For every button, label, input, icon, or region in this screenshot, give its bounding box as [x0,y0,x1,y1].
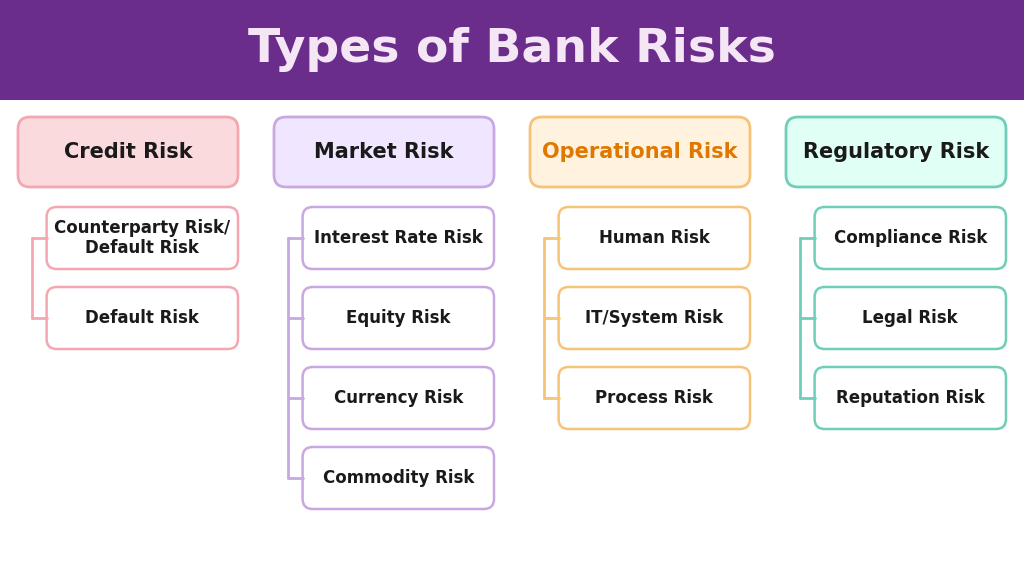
Text: Compliance Risk: Compliance Risk [834,229,987,247]
FancyBboxPatch shape [815,367,1006,429]
FancyBboxPatch shape [303,447,494,509]
Text: Types of Bank Risks: Types of Bank Risks [248,28,776,73]
FancyBboxPatch shape [303,207,494,269]
FancyBboxPatch shape [815,287,1006,349]
FancyBboxPatch shape [47,207,238,269]
Text: Credit Risk: Credit Risk [63,142,193,162]
Text: Commodity Risk: Commodity Risk [323,469,474,487]
Text: IT/System Risk: IT/System Risk [586,309,723,327]
FancyBboxPatch shape [559,207,750,269]
Text: Operational Risk: Operational Risk [543,142,737,162]
FancyBboxPatch shape [274,117,494,187]
FancyBboxPatch shape [303,287,494,349]
FancyBboxPatch shape [559,367,750,429]
Text: Market Risk: Market Risk [314,142,454,162]
Text: Equity Risk: Equity Risk [346,309,451,327]
Text: Reputation Risk: Reputation Risk [836,389,985,407]
Text: Process Risk: Process Risk [595,389,714,407]
FancyBboxPatch shape [786,117,1006,187]
FancyBboxPatch shape [303,367,494,429]
FancyBboxPatch shape [0,0,1024,100]
Text: Default Risk: Default Risk [85,309,200,327]
Text: Regulatory Risk: Regulatory Risk [803,142,989,162]
FancyBboxPatch shape [815,207,1006,269]
FancyBboxPatch shape [530,117,750,187]
FancyBboxPatch shape [559,287,750,349]
FancyBboxPatch shape [47,287,238,349]
Text: Human Risk: Human Risk [599,229,710,247]
FancyBboxPatch shape [18,117,238,187]
Text: Currency Risk: Currency Risk [334,389,463,407]
Text: Legal Risk: Legal Risk [862,309,958,327]
Text: Interest Rate Risk: Interest Rate Risk [314,229,482,247]
Text: Counterparty Risk/
Default Risk: Counterparty Risk/ Default Risk [54,219,230,257]
